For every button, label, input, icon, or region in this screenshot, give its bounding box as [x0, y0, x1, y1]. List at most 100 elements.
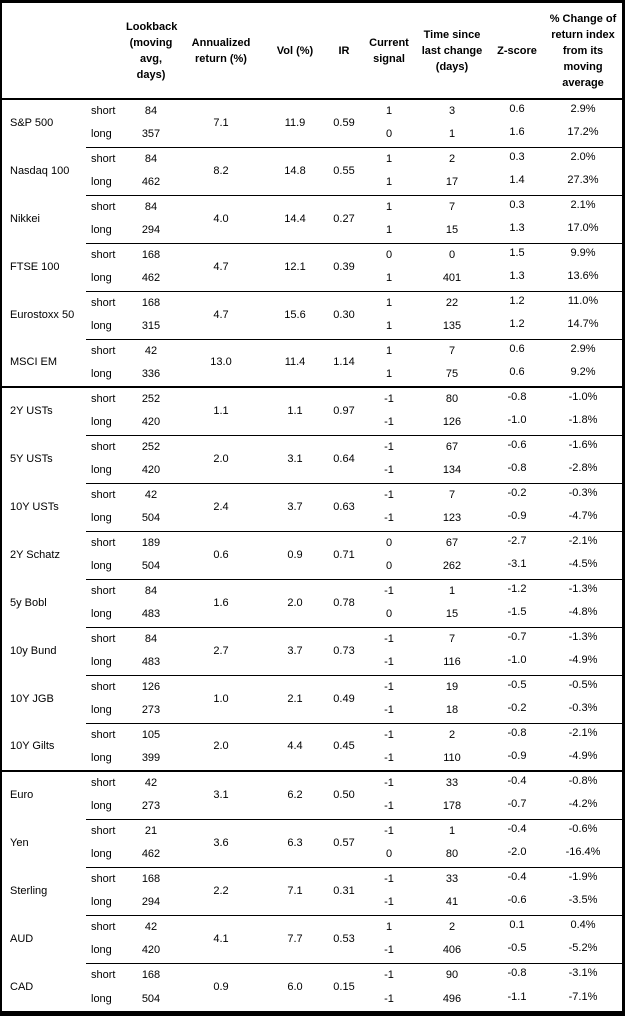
signal-cell: -1	[384, 992, 394, 1005]
table-row: 2Y Schatz short 189 0.6 0.9 0.71 0 67 -2.7 -2.1%	[2, 528, 622, 579]
ir-cell: 0.39	[324, 242, 364, 291]
asset-name-cell: Nikkei	[10, 212, 40, 225]
signal-cell: 0	[364, 242, 414, 267]
signal-cell: 0	[385, 608, 393, 621]
annualized-return-cell: 2.0	[176, 722, 266, 771]
z-score-cell: -0.8	[507, 462, 527, 475]
vol-cell: 4.4	[266, 722, 324, 771]
z-score-cell: -1.0	[507, 414, 527, 427]
z-score-cell: 1.5	[490, 240, 544, 265]
lookback-cell: 420	[141, 416, 161, 429]
time-since-change-cell: 126	[442, 416, 462, 429]
asset-name-cell: 5Y USTs	[10, 452, 53, 465]
signal-cell: -1	[384, 656, 394, 669]
table-row: CAD short 168 0.9 6.0 0.15 -1 90 -0.8 -3.1%	[2, 960, 622, 1011]
horizon-cell: long	[91, 224, 112, 237]
ir-cell: 0.50	[324, 770, 364, 819]
lookback-cell: 420	[141, 944, 161, 957]
table-row: 5Y USTs short 252 2.0 3.1 0.64 -1 67 -0.6 -1.6%	[2, 432, 622, 483]
ir-cell: 0.73	[324, 626, 364, 675]
asset-name-cell: 2Y USTs	[2, 386, 86, 435]
time-since-change-cell: 2	[414, 146, 490, 171]
table-row: Sterling short 168 2.2 7.1 0.31 -1 33 -0.4 -1.9%	[2, 864, 622, 915]
ir-cell: 0.63	[324, 482, 364, 531]
z-score-cell: -0.7	[507, 798, 527, 811]
lookback-cell: 294	[141, 896, 161, 909]
ir-cell: 0.71	[324, 530, 364, 579]
annualized-return-cell: 13.0	[176, 338, 266, 387]
horizon-cell: long	[91, 608, 112, 621]
vol-cell: 14.4	[266, 194, 324, 243]
asset-name-cell: 2Y Schatz	[10, 548, 60, 561]
column-header-ir: IR	[324, 3, 364, 100]
ir-cell: 0.97	[324, 386, 364, 435]
header-row: Lookback (moving avg, days) Annualized r…	[2, 3, 622, 100]
z-score-cell: -0.8	[490, 384, 544, 409]
vol-cell: 6.2	[266, 770, 324, 819]
horizon-cell: long	[91, 656, 112, 669]
asset-name-cell: 10y Bund	[10, 644, 57, 657]
table-row: 10y Bund short 84 2.7 3.7 0.73 -1 7 -0.7 -1.3%	[2, 624, 622, 675]
table-row: Nasdaq 100 short 84 8.2 14.8 0.55 1 2 0.3 2.0%	[2, 144, 622, 195]
table-row: long 462 1 401 1.3 13.6%	[2, 267, 622, 291]
annualized-return-cell: 3.6	[176, 818, 266, 867]
z-score-cell: 1.2	[490, 288, 544, 313]
pct-change-cell: 2.9%	[544, 336, 622, 361]
pct-change-cell: -1.6%	[544, 432, 622, 457]
time-since-change-cell: 1	[448, 128, 456, 141]
asset-name-cell: 5y Bobl	[10, 596, 47, 609]
lookback-cell: 168	[126, 242, 176, 267]
signal-cell: -1	[384, 464, 394, 477]
asset-name-cell: 10Y USTs	[10, 500, 59, 513]
time-since-change-cell: 1	[414, 578, 490, 603]
asset-name-cell: S&P 500	[10, 117, 54, 129]
table-row: long 504 -1 123 -0.9 -4.7%	[2, 507, 622, 531]
z-score-cell: 1.2	[509, 318, 525, 331]
time-since-change-cell: 80	[414, 386, 490, 411]
time-since-change-cell: 80	[445, 848, 459, 861]
horizon-cell: long	[91, 800, 112, 813]
signal-cell: 1	[364, 338, 414, 363]
vol-cell: 6.0	[266, 962, 324, 1011]
table-row: long 315 1 135 1.2 14.7%	[2, 315, 622, 339]
asset-name-cell: Eurostoxx 50	[10, 308, 75, 321]
z-score-cell: 0.1	[490, 912, 544, 937]
horizon-cell: long	[91, 128, 112, 141]
lookback-cell: 168	[126, 866, 176, 891]
pct-change-cell: -1.8%	[568, 414, 598, 427]
signal-cell: 1	[385, 224, 393, 237]
vol-cell: 6.3	[266, 818, 324, 867]
time-since-change-cell: 178	[442, 800, 462, 813]
z-score-cell: -0.2	[490, 480, 544, 505]
lookback-cell: 21	[126, 818, 176, 843]
time-since-change-cell: 67	[414, 434, 490, 459]
z-score-cell: -0.5	[490, 672, 544, 697]
table-row: long 483 -1 116 -1.0 -4.9%	[2, 651, 622, 675]
horizon-cell: short	[86, 818, 126, 843]
table-row: long 294 1 15 1.3 17.0%	[2, 219, 622, 243]
lookback-cell: 420	[141, 464, 161, 477]
lookback-cell: 105	[126, 722, 176, 747]
pct-change-cell: 14.7%	[567, 318, 599, 331]
horizon-cell: short	[86, 674, 126, 699]
horizon-cell: short	[86, 242, 126, 267]
annualized-return-cell: 2.2	[176, 866, 266, 915]
ir-cell: 0.64	[324, 434, 364, 483]
pct-change-cell: 9.2%	[570, 366, 596, 378]
column-header-current-signal: Current signal	[364, 3, 414, 100]
table-row: 2Y USTs short 252 1.1 1.1 0.97 -1 80 -0.8 -1.0%	[2, 384, 622, 435]
pct-change-cell: -4.9%	[568, 654, 598, 667]
column-header-asset	[2, 3, 86, 100]
column-header-lookback: Lookback (moving avg, days)	[126, 3, 177, 100]
time-since-change-cell: 19	[414, 674, 490, 699]
asset-name-cell: 10Y Gilts	[10, 740, 55, 752]
pct-change-cell: 2.1%	[544, 192, 622, 217]
signal-cell: -1	[364, 386, 414, 411]
table-row: Yen short 21 3.6 6.3 0.57 -1 1 -0.4 -0.6%	[2, 816, 622, 867]
horizon-cell: long	[91, 368, 112, 380]
horizon-cell: long	[91, 176, 112, 189]
pct-change-cell: 0.4%	[544, 912, 622, 937]
lookback-cell: 483	[141, 608, 161, 621]
vol-cell: 3.1	[266, 434, 324, 483]
annualized-return-cell: 0.9	[176, 962, 266, 1011]
